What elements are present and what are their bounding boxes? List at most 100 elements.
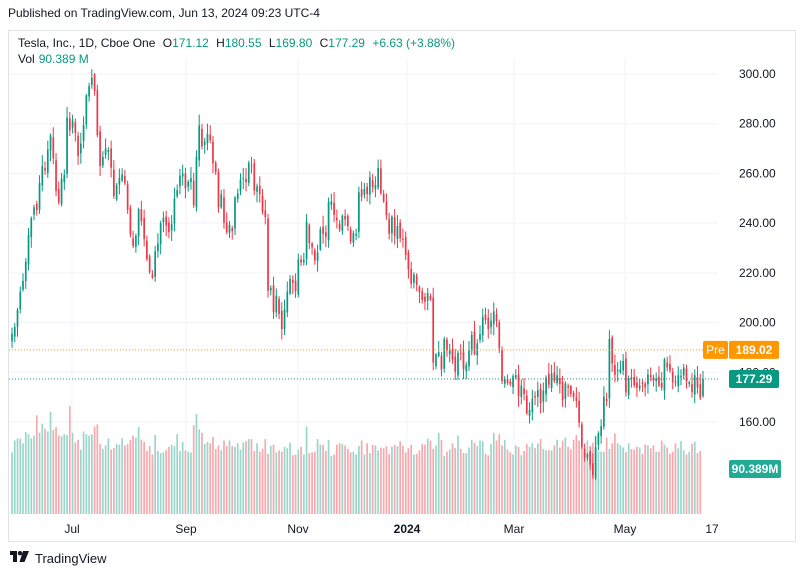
candle-body[interactable] bbox=[99, 131, 101, 167]
candle-body[interactable] bbox=[124, 176, 126, 184]
candle-body[interactable] bbox=[459, 352, 462, 354]
candle-body[interactable] bbox=[608, 338, 611, 399]
candle-body[interactable] bbox=[256, 186, 258, 192]
candle-body[interactable] bbox=[344, 215, 346, 220]
symbol-name[interactable]: Tesla, Inc., 1D, Cboe One bbox=[18, 36, 156, 50]
candle-body[interactable] bbox=[245, 178, 247, 183]
candle-body[interactable] bbox=[674, 381, 677, 383]
candle-body[interactable] bbox=[638, 385, 641, 389]
candle-body[interactable] bbox=[553, 372, 556, 381]
candle-body[interactable] bbox=[239, 179, 242, 192]
candle-body[interactable] bbox=[55, 160, 57, 192]
candle-body[interactable] bbox=[429, 296, 432, 300]
candle-body[interactable] bbox=[385, 201, 388, 216]
candle-body[interactable] bbox=[451, 349, 454, 360]
candle-body[interactable] bbox=[220, 194, 223, 208]
candle-body[interactable] bbox=[247, 162, 250, 183]
candle-body[interactable] bbox=[462, 351, 465, 370]
candle-body[interactable] bbox=[382, 193, 385, 202]
candle-body[interactable] bbox=[501, 350, 503, 382]
candle-body[interactable] bbox=[74, 122, 77, 133]
candle-body[interactable] bbox=[492, 311, 495, 325]
candle-body[interactable] bbox=[454, 356, 457, 372]
candle-body[interactable] bbox=[206, 133, 209, 144]
candle-body[interactable] bbox=[269, 287, 272, 291]
candle-body[interactable] bbox=[291, 279, 294, 284]
candle-body[interactable] bbox=[605, 398, 608, 401]
candle-body[interactable] bbox=[214, 162, 217, 173]
candle-body[interactable] bbox=[184, 173, 187, 189]
candle-body[interactable] bbox=[173, 198, 176, 224]
candle-body[interactable] bbox=[702, 378, 704, 397]
candle-body[interactable] bbox=[440, 355, 443, 370]
candle-body[interactable] bbox=[126, 184, 129, 210]
candle-body[interactable] bbox=[669, 363, 671, 371]
candle-body[interactable] bbox=[677, 375, 680, 387]
candle-body[interactable] bbox=[578, 400, 580, 423]
candle-body[interactable] bbox=[402, 238, 404, 240]
candle-body[interactable] bbox=[523, 388, 525, 394]
candle-body[interactable] bbox=[358, 192, 360, 232]
candle-body[interactable] bbox=[146, 240, 148, 260]
candle-body[interactable] bbox=[159, 223, 162, 245]
candle-body[interactable] bbox=[223, 197, 225, 223]
candle-body[interactable] bbox=[525, 395, 528, 414]
candle-body[interactable] bbox=[671, 371, 674, 382]
candle-body[interactable] bbox=[179, 175, 181, 187]
candle-body[interactable] bbox=[581, 424, 583, 447]
candle-body[interactable] bbox=[457, 352, 459, 376]
candle-body[interactable] bbox=[151, 274, 154, 278]
candle-body[interactable] bbox=[517, 374, 520, 397]
candle-body[interactable] bbox=[190, 178, 192, 182]
candle-body[interactable] bbox=[542, 390, 545, 402]
candle-body[interactable] bbox=[586, 454, 589, 458]
candle-body[interactable] bbox=[696, 376, 699, 388]
candle-body[interactable] bbox=[547, 373, 550, 385]
candle-body[interactable] bbox=[242, 177, 245, 179]
candle-body[interactable] bbox=[93, 74, 96, 91]
candle-body[interactable] bbox=[366, 186, 368, 195]
candle-body[interactable] bbox=[264, 210, 267, 218]
candle-body[interactable] bbox=[231, 228, 234, 232]
candle-body[interactable] bbox=[393, 217, 396, 236]
candle-body[interactable] bbox=[680, 375, 682, 378]
candle-body[interactable] bbox=[377, 167, 380, 188]
candle-body[interactable] bbox=[322, 226, 324, 235]
candle-body[interactable] bbox=[113, 169, 115, 197]
candle-body[interactable] bbox=[369, 177, 371, 195]
candle-body[interactable] bbox=[575, 397, 578, 401]
candle-body[interactable] bbox=[625, 358, 627, 393]
candle-body[interactable] bbox=[96, 90, 99, 136]
candle-body[interactable] bbox=[52, 137, 55, 159]
candle-body[interactable] bbox=[682, 367, 685, 376]
candle-body[interactable] bbox=[647, 374, 649, 385]
candle-body[interactable] bbox=[121, 174, 123, 181]
candle-body[interactable] bbox=[506, 379, 509, 383]
candle-body[interactable] bbox=[658, 376, 660, 386]
candle-body[interactable] bbox=[181, 173, 184, 177]
candle-body[interactable] bbox=[567, 386, 569, 388]
candle-body[interactable] bbox=[603, 396, 605, 427]
candle-body[interactable] bbox=[49, 135, 52, 151]
candle-body[interactable] bbox=[24, 261, 27, 282]
candle-body[interactable] bbox=[509, 381, 512, 385]
candle-body[interactable] bbox=[437, 352, 440, 356]
candle-body[interactable] bbox=[490, 320, 492, 328]
candle-body[interactable] bbox=[33, 207, 35, 215]
candle-body[interactable] bbox=[691, 383, 693, 393]
candle-body[interactable] bbox=[283, 309, 286, 330]
candle-body[interactable] bbox=[135, 235, 137, 247]
candle-body[interactable] bbox=[201, 128, 203, 147]
candle-body[interactable] bbox=[391, 216, 393, 234]
candle-body[interactable] bbox=[38, 183, 41, 210]
candle-body[interactable] bbox=[666, 362, 669, 368]
candle-body[interactable] bbox=[79, 143, 82, 154]
candle-body[interactable] bbox=[570, 386, 572, 394]
candle-body[interactable] bbox=[374, 185, 377, 190]
candle-body[interactable] bbox=[589, 450, 591, 465]
candle-body[interactable] bbox=[649, 374, 652, 378]
candle-body[interactable] bbox=[302, 259, 305, 263]
candle-body[interactable] bbox=[534, 396, 536, 398]
candle-body[interactable] bbox=[594, 447, 597, 479]
candle-body[interactable] bbox=[655, 378, 658, 382]
